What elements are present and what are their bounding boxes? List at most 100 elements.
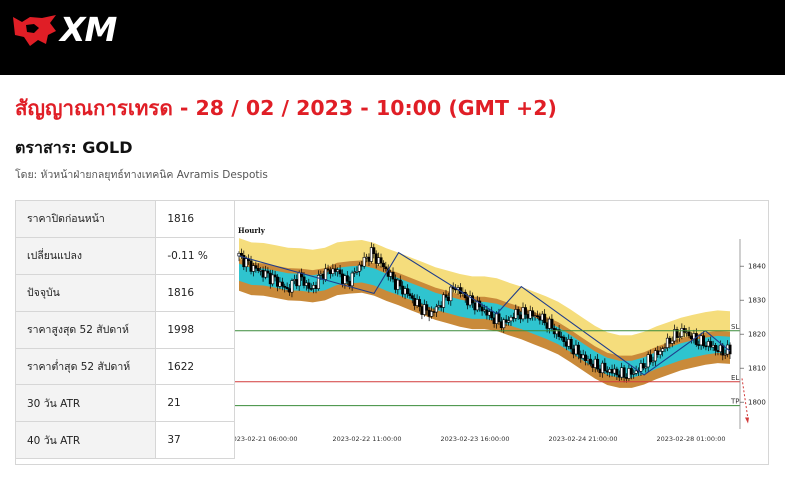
candle-body bbox=[697, 344, 701, 346]
candle-body bbox=[237, 252, 241, 257]
candle-body bbox=[526, 314, 530, 319]
candle-body bbox=[699, 335, 703, 346]
candle-body bbox=[309, 288, 313, 290]
candle-body bbox=[658, 350, 662, 355]
candle-body bbox=[403, 288, 407, 295]
candle-body bbox=[593, 358, 597, 368]
x-tick-label: 2023-02-24 21:00:00 bbox=[548, 435, 617, 443]
candle-body bbox=[661, 348, 665, 352]
instrument-label: ตราสาร: GOLD bbox=[15, 138, 133, 157]
candle-body bbox=[531, 310, 535, 317]
stat-value: 1816 bbox=[155, 273, 235, 312]
candle-body bbox=[533, 315, 537, 318]
candle-body bbox=[420, 306, 424, 315]
candle-body bbox=[584, 354, 588, 361]
candle-body bbox=[251, 265, 255, 272]
candle-body bbox=[499, 321, 503, 329]
candle-body bbox=[485, 309, 489, 316]
candle-body bbox=[249, 260, 253, 272]
x-tick-label: 2023-02-28 01:00:00 bbox=[656, 435, 725, 443]
candle-body bbox=[271, 274, 275, 285]
candle-body bbox=[326, 268, 330, 271]
stats-row: 30 วัน ATR 21 bbox=[14, 384, 235, 423]
candle-body bbox=[665, 337, 669, 348]
zigzag-line bbox=[238, 251, 731, 376]
candle-body bbox=[560, 336, 564, 338]
candle-body bbox=[401, 285, 405, 295]
candle-body bbox=[466, 297, 470, 306]
candle-body bbox=[381, 262, 385, 268]
candle-body bbox=[627, 368, 631, 379]
y-tick-label: 1810 bbox=[748, 365, 766, 373]
candle-body bbox=[598, 368, 602, 374]
stat-label: ปัจจุบัน bbox=[14, 273, 157, 312]
candle-body bbox=[338, 269, 342, 275]
candle-body bbox=[689, 335, 693, 340]
candle-body bbox=[340, 273, 344, 284]
candle-body bbox=[644, 366, 648, 369]
candle-body bbox=[656, 350, 660, 355]
x-tick-label: 2023-02-23 16:00:00 bbox=[440, 435, 509, 443]
candle-body bbox=[432, 311, 436, 313]
candle-body bbox=[239, 252, 243, 256]
level-label-el: EL bbox=[731, 374, 739, 382]
candle-body bbox=[502, 319, 506, 329]
candle-body bbox=[600, 362, 604, 374]
candle-body bbox=[564, 341, 568, 347]
stats-row: ราคาสูงสุด 52 สัปดาห์ 1998 bbox=[14, 310, 235, 349]
stats-row: ราคาต่ำสุด 52 สัปดาห์ 1622 bbox=[14, 347, 235, 386]
candle-body bbox=[487, 311, 491, 316]
candle-body bbox=[634, 370, 638, 374]
xm-logo[interactable]: XM bbox=[12, 10, 117, 49]
candle-body bbox=[620, 367, 624, 378]
candle-body bbox=[632, 373, 636, 375]
candle-body bbox=[316, 275, 320, 289]
candle-body bbox=[612, 368, 616, 374]
candle-body bbox=[418, 299, 422, 307]
candle-body bbox=[497, 313, 501, 322]
candle-body bbox=[434, 306, 438, 313]
candle-body bbox=[273, 274, 277, 278]
target-arrow bbox=[741, 378, 749, 420]
candle-body bbox=[324, 268, 328, 280]
candle-body bbox=[276, 276, 280, 287]
candle-body bbox=[374, 253, 378, 264]
candle-body bbox=[521, 307, 525, 320]
candle-body bbox=[579, 354, 583, 359]
candle-body bbox=[545, 322, 549, 329]
candle-body bbox=[709, 341, 713, 348]
logo-text: XM bbox=[60, 10, 117, 49]
candle-body bbox=[297, 272, 301, 287]
candle-body bbox=[576, 344, 580, 355]
candle-body bbox=[333, 268, 337, 272]
candle-body bbox=[629, 368, 633, 375]
candle-body bbox=[706, 341, 710, 347]
candle-body bbox=[519, 314, 523, 320]
candle-body bbox=[714, 345, 718, 351]
candle-body bbox=[622, 367, 626, 378]
candle-body bbox=[278, 281, 282, 287]
candle-body bbox=[511, 316, 515, 319]
candle-body bbox=[437, 305, 441, 308]
candle-body bbox=[355, 271, 359, 273]
candle-body bbox=[331, 268, 335, 274]
candle-body bbox=[687, 331, 691, 337]
candle-body bbox=[446, 297, 450, 302]
candle-body bbox=[413, 298, 417, 306]
candle-body bbox=[415, 299, 419, 306]
candle-body bbox=[261, 269, 265, 278]
price-chart: SL EL TP 1800 1810 1820 1830 1840 2023-02-21 06:… bbox=[235, 201, 768, 464]
candle-body bbox=[603, 362, 607, 372]
band-inner bbox=[239, 263, 730, 378]
y-tick-label: 1800 bbox=[748, 399, 766, 407]
y-tick-label: 1820 bbox=[748, 331, 766, 339]
band-middle bbox=[239, 258, 730, 388]
candle-body bbox=[254, 265, 258, 269]
candle-body bbox=[490, 311, 494, 319]
candle-body bbox=[625, 377, 629, 379]
candle-body bbox=[379, 257, 383, 264]
candle-body bbox=[350, 272, 354, 287]
candle-body bbox=[302, 276, 306, 286]
candle-body bbox=[685, 331, 689, 334]
candle-body bbox=[384, 266, 388, 270]
